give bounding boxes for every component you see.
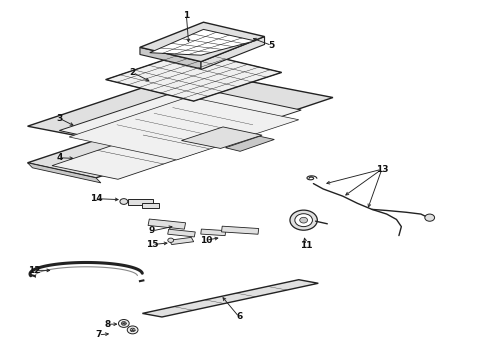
Text: 5: 5 <box>269 41 275 50</box>
Polygon shape <box>27 108 262 178</box>
Polygon shape <box>52 120 255 179</box>
Polygon shape <box>201 229 226 236</box>
Polygon shape <box>27 163 101 183</box>
Text: 8: 8 <box>104 320 110 329</box>
Circle shape <box>290 210 318 230</box>
Polygon shape <box>143 203 159 208</box>
Polygon shape <box>59 87 301 154</box>
Polygon shape <box>148 219 186 229</box>
Text: 7: 7 <box>95 330 101 339</box>
Text: 11: 11 <box>300 241 312 250</box>
Text: 15: 15 <box>146 240 158 249</box>
Polygon shape <box>140 47 201 69</box>
Circle shape <box>120 199 128 204</box>
Circle shape <box>425 214 435 221</box>
Polygon shape <box>225 136 274 151</box>
Circle shape <box>130 328 135 332</box>
Text: 13: 13 <box>375 165 388 174</box>
Circle shape <box>127 326 138 334</box>
Polygon shape <box>140 22 265 62</box>
Polygon shape <box>181 127 262 148</box>
Polygon shape <box>150 30 255 55</box>
Text: 4: 4 <box>56 153 63 162</box>
Text: 9: 9 <box>149 226 155 235</box>
Circle shape <box>119 319 129 327</box>
Text: 2: 2 <box>129 68 136 77</box>
Text: 3: 3 <box>56 114 62 123</box>
Polygon shape <box>98 102 272 148</box>
Text: 14: 14 <box>90 194 102 203</box>
Polygon shape <box>143 280 318 317</box>
Text: 10: 10 <box>200 236 212 245</box>
Text: 6: 6 <box>236 312 242 321</box>
Polygon shape <box>169 237 194 244</box>
Text: 1: 1 <box>183 10 190 19</box>
Polygon shape <box>27 71 333 153</box>
Polygon shape <box>106 51 282 101</box>
Polygon shape <box>201 37 265 69</box>
Text: 12: 12 <box>27 266 40 275</box>
Polygon shape <box>221 226 259 234</box>
Polygon shape <box>128 199 153 206</box>
Polygon shape <box>69 97 299 160</box>
Circle shape <box>300 217 308 223</box>
Circle shape <box>168 238 173 242</box>
Circle shape <box>122 321 126 325</box>
Circle shape <box>295 214 313 226</box>
Polygon shape <box>168 229 195 237</box>
